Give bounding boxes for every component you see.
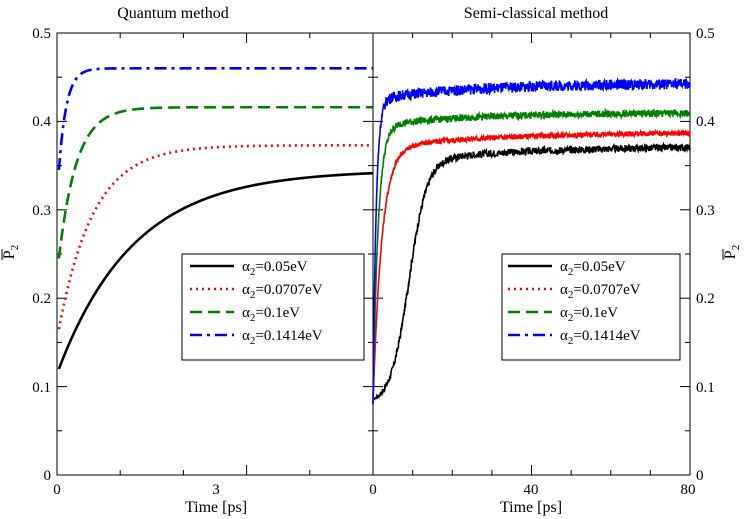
quantum-ytick-0.2: 0.2 <box>32 291 51 307</box>
legend-label: α2=0.1eV <box>242 305 300 324</box>
semiclassical-ylabel: P2 <box>722 245 742 260</box>
semiclassical-ytick-0.2: 0.2 <box>696 291 715 307</box>
series-line <box>372 141 691 401</box>
semiclassical-ylabel-text: P2 <box>722 245 742 259</box>
semiclassical-title: Semi-classical method <box>464 5 608 22</box>
semiclassical-legend-frame <box>501 253 681 361</box>
legend-label: α2=0.05eV <box>560 259 626 278</box>
legend-label: α2=0.1414eV <box>560 328 641 347</box>
quantum-panel: Quantum method 0 3 0 0.1 0.2 0.3 0.4 0.5… <box>1 5 374 516</box>
legend-label: α2=0.1eV <box>560 305 618 324</box>
legend-label: α2=0.0707eV <box>560 282 641 301</box>
semiclassical-ytick-0: 0 <box>696 468 704 484</box>
quantum-title: Quantum method <box>117 5 229 22</box>
semiclassical-legend: α2=0.05eV α2=0.0707eV α2=0.1eV α2=0.1414eV <box>501 253 681 361</box>
semiclassical-ytick-0.4: 0.4 <box>696 114 715 130</box>
series-line <box>372 77 691 405</box>
semiclassical-ytick-0.3: 0.3 <box>696 203 715 219</box>
semiclassical-xtick-40: 40 <box>524 482 539 498</box>
quantum-ytick-0: 0 <box>44 468 52 484</box>
quantum-xlabel: Time [ps] <box>185 499 247 516</box>
series-line <box>372 128 691 405</box>
series-line <box>57 67 373 171</box>
quantum-legend-frame <box>181 253 365 361</box>
quantum-ylabel-text: P2 <box>1 245 21 259</box>
semiclassical-series-lines <box>372 77 691 405</box>
series-line <box>57 171 374 370</box>
semiclassical-panel: Semi-classical method 0 40 80 0 0.1 0.2 … <box>369 5 742 516</box>
legend-label: α2=0.05eV <box>242 259 308 278</box>
quantum-xtick-3: 3 <box>212 482 220 498</box>
legend-label: α2=0.1414eV <box>242 328 323 347</box>
quantum-ytick-0.5: 0.5 <box>32 26 51 42</box>
legend-label: α2=0.0707eV <box>242 282 323 301</box>
quantum-ytick-0.1: 0.1 <box>32 380 51 396</box>
series-line <box>372 107 691 405</box>
quantum-ylabel: P2 <box>1 245 21 260</box>
quantum-legend: α2=0.05eV α2=0.0707eV α2=0.1eV α2=0.1414eV <box>181 253 365 361</box>
quantum-ytick-0.4: 0.4 <box>32 114 51 130</box>
semiclassical-ytick-0.1: 0.1 <box>696 380 715 396</box>
series-line <box>57 105 373 259</box>
semiclassical-xtick-0: 0 <box>369 482 377 498</box>
quantum-ytick-0.3: 0.3 <box>32 203 51 219</box>
quantum-xtick-0: 0 <box>53 482 61 498</box>
semiclassical-xlabel: Time [ps] <box>500 499 562 516</box>
semiclassical-xtick-80: 80 <box>681 482 696 498</box>
series-line <box>57 143 373 330</box>
semiclassical-ytick-0.5: 0.5 <box>696 26 715 42</box>
quantum-series-lines <box>57 67 374 370</box>
